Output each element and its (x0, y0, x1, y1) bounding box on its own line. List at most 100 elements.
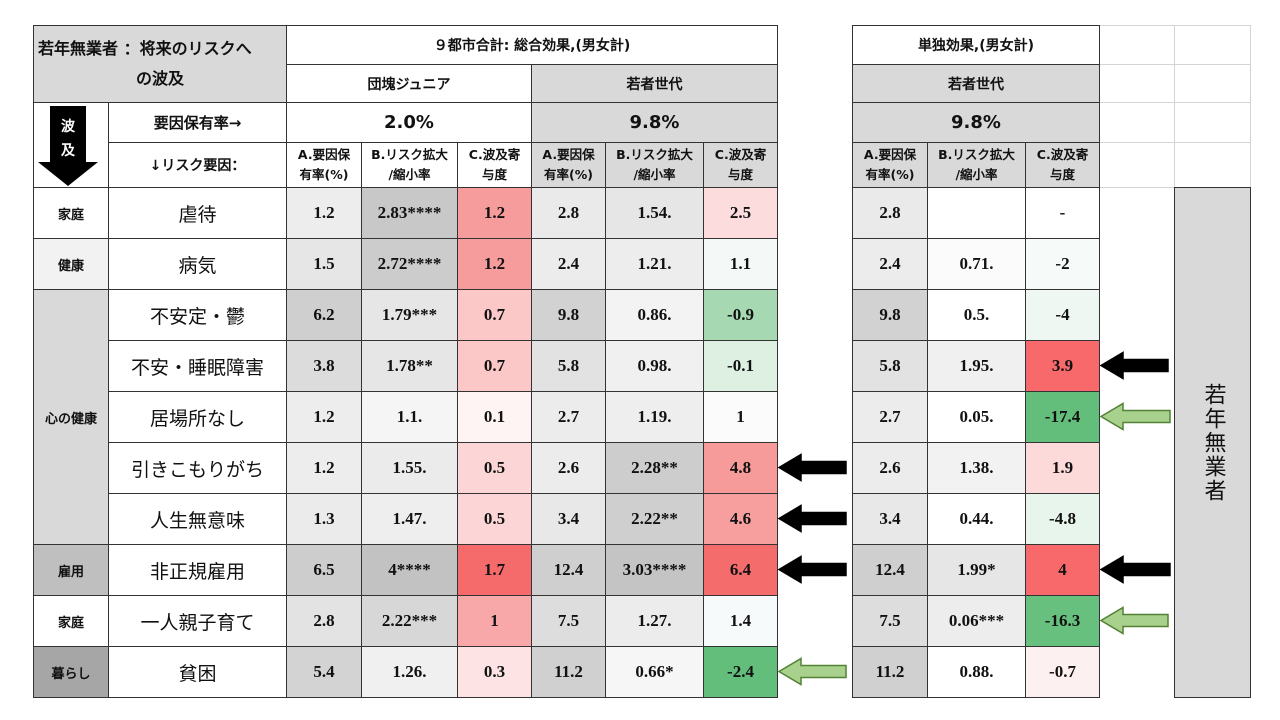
factor-label: 居場所なし (149, 407, 245, 430)
value-cell: 5.4 (286, 646, 362, 698)
value-text: 5.8 (879, 356, 901, 375)
value-cell: 0.88. (927, 646, 1026, 698)
value-text: 0.86. (637, 305, 672, 324)
rate-cell: 9.8% (531, 102, 778, 143)
value-cell: -0.7 (1025, 646, 1100, 698)
category-cell: 家庭 (33, 595, 109, 647)
group-label: ９都市合計: 総合効果,(男女計) (433, 38, 631, 54)
value-text: 1.4 (729, 611, 752, 630)
value-text: 0.7 (483, 305, 506, 324)
value-text: 0.88. (959, 662, 994, 681)
value-text: 0.71. (959, 254, 994, 273)
value-cell: 7.5 (531, 595, 606, 647)
value-cell: 1.79*** (361, 289, 458, 341)
value-text: 4**** (388, 560, 431, 579)
value-cell: 1.95. (927, 340, 1026, 392)
value-cell: -17.4 (1025, 391, 1100, 443)
column-header-line: C.波及寄 (468, 147, 521, 162)
value-text: 12.4 (875, 560, 905, 579)
value-text: 1.19. (637, 407, 672, 426)
category-cell: 暮らし (33, 646, 109, 698)
rate-cell: 2.0% (286, 102, 532, 143)
factor-label: 病気 (178, 254, 217, 277)
factor-label: 不安・睡眠障害 (130, 356, 264, 379)
value-cell: 0.7 (457, 289, 532, 341)
empty-cell (1099, 25, 1175, 65)
value-cell: -0.1 (703, 340, 778, 392)
column-header-line: A.要因保 (542, 147, 595, 162)
column-header-line: /縮小率 (955, 167, 998, 182)
factor-label: ↓リスク要因： (149, 158, 246, 174)
group-header: ９都市合計: 総合効果,(男女計) (286, 25, 778, 65)
value-text: 0.5. (963, 305, 990, 324)
factor-label-cell: ↓リスク要因： (108, 142, 287, 188)
value-text: 2.4 (557, 254, 580, 273)
title-line: 若年無業者 ：将来のリスクへ (38, 39, 252, 58)
value-cell: 2.7 (852, 391, 928, 443)
factor-cell: 居場所なし (108, 391, 287, 443)
value-text: -0.9 (727, 305, 754, 324)
value-text: -17.4 (1044, 407, 1081, 426)
value-cell: -2 (1025, 238, 1100, 290)
column-header-line: /縮小率 (633, 167, 676, 182)
value-cell: -16.3 (1025, 595, 1100, 647)
column-header: A.要因保有率(%) (531, 142, 606, 188)
value-cell: 0.1 (457, 391, 532, 443)
value-text: 1.79*** (381, 305, 438, 324)
value-cell: 2.28** (605, 442, 704, 494)
factor-cell: 引きこもりがち (108, 442, 287, 494)
factor-label: 貧困 (178, 662, 217, 685)
value-cell: 0.5 (457, 493, 532, 545)
value-text: 7.5 (557, 611, 580, 630)
category-label: 暮らし (51, 666, 91, 682)
column-header-line: A.要因保 (297, 147, 351, 162)
value-text: 12.4 (553, 560, 584, 579)
value-text: 5.4 (313, 662, 335, 681)
value-cell: 1.19. (605, 391, 704, 443)
factor-cell: 人生無意味 (108, 493, 287, 545)
value-text: 0.98. (637, 356, 672, 375)
value-text: 1.21. (637, 254, 672, 273)
value-cell: 1.5 (286, 238, 362, 290)
value-cell: 7.5 (852, 595, 928, 647)
category-label: 家庭 (57, 207, 84, 223)
column-header-line: 有率(%) (544, 167, 593, 182)
column-header: A.要因保 有率(%) (852, 142, 928, 188)
value-text: 1.2 (313, 458, 335, 477)
side-label: 若年無業者 (1200, 382, 1226, 503)
value-text: 6.5 (313, 560, 335, 579)
group-label: 単独効果,(男女計) (917, 38, 1035, 54)
subgroup-label: 若者世代 (948, 76, 1004, 93)
value-cell: 1 (703, 391, 778, 443)
subgroup-label: 若者世代 (626, 76, 683, 93)
value-cell: 0.3 (457, 646, 532, 698)
column-header-line: A.要因保 (863, 147, 917, 162)
value-cell: 2.83**** (361, 187, 458, 239)
value-cell: 4**** (361, 544, 458, 596)
value-cell: 4 (1025, 544, 1100, 596)
factor-label: 不安定・鬱 (149, 305, 245, 328)
category-cell: 健康 (33, 238, 109, 290)
value-cell: 1.47. (361, 493, 458, 545)
column-header-line: B.リスク拡大 (938, 147, 1015, 162)
factor-label: 人生無意味 (149, 509, 245, 532)
value-text: 1 (490, 611, 499, 630)
value-cell: 1.9 (1025, 442, 1100, 494)
value-cell: 1.2 (457, 187, 532, 239)
value-cell: 2.6 (852, 442, 928, 494)
value-cell: -2.4 (703, 646, 778, 698)
value-text: 9.8 (557, 305, 580, 324)
value-cell: 1.99* (927, 544, 1026, 596)
value-text: 1.27. (637, 611, 672, 630)
value-cell: 2.22** (605, 493, 704, 545)
value-text: 1.2 (483, 254, 506, 273)
value-cell (927, 187, 1026, 239)
value-text: 1.54. (637, 203, 672, 222)
title-line: の波及 (135, 69, 184, 88)
value-cell: 1.26. (361, 646, 458, 698)
column-header: A.要因保 有率(%) (286, 142, 362, 188)
value-text: 0.3 (483, 662, 506, 681)
value-text: 2.22** (631, 509, 678, 528)
value-cell: 1.21. (605, 238, 704, 290)
